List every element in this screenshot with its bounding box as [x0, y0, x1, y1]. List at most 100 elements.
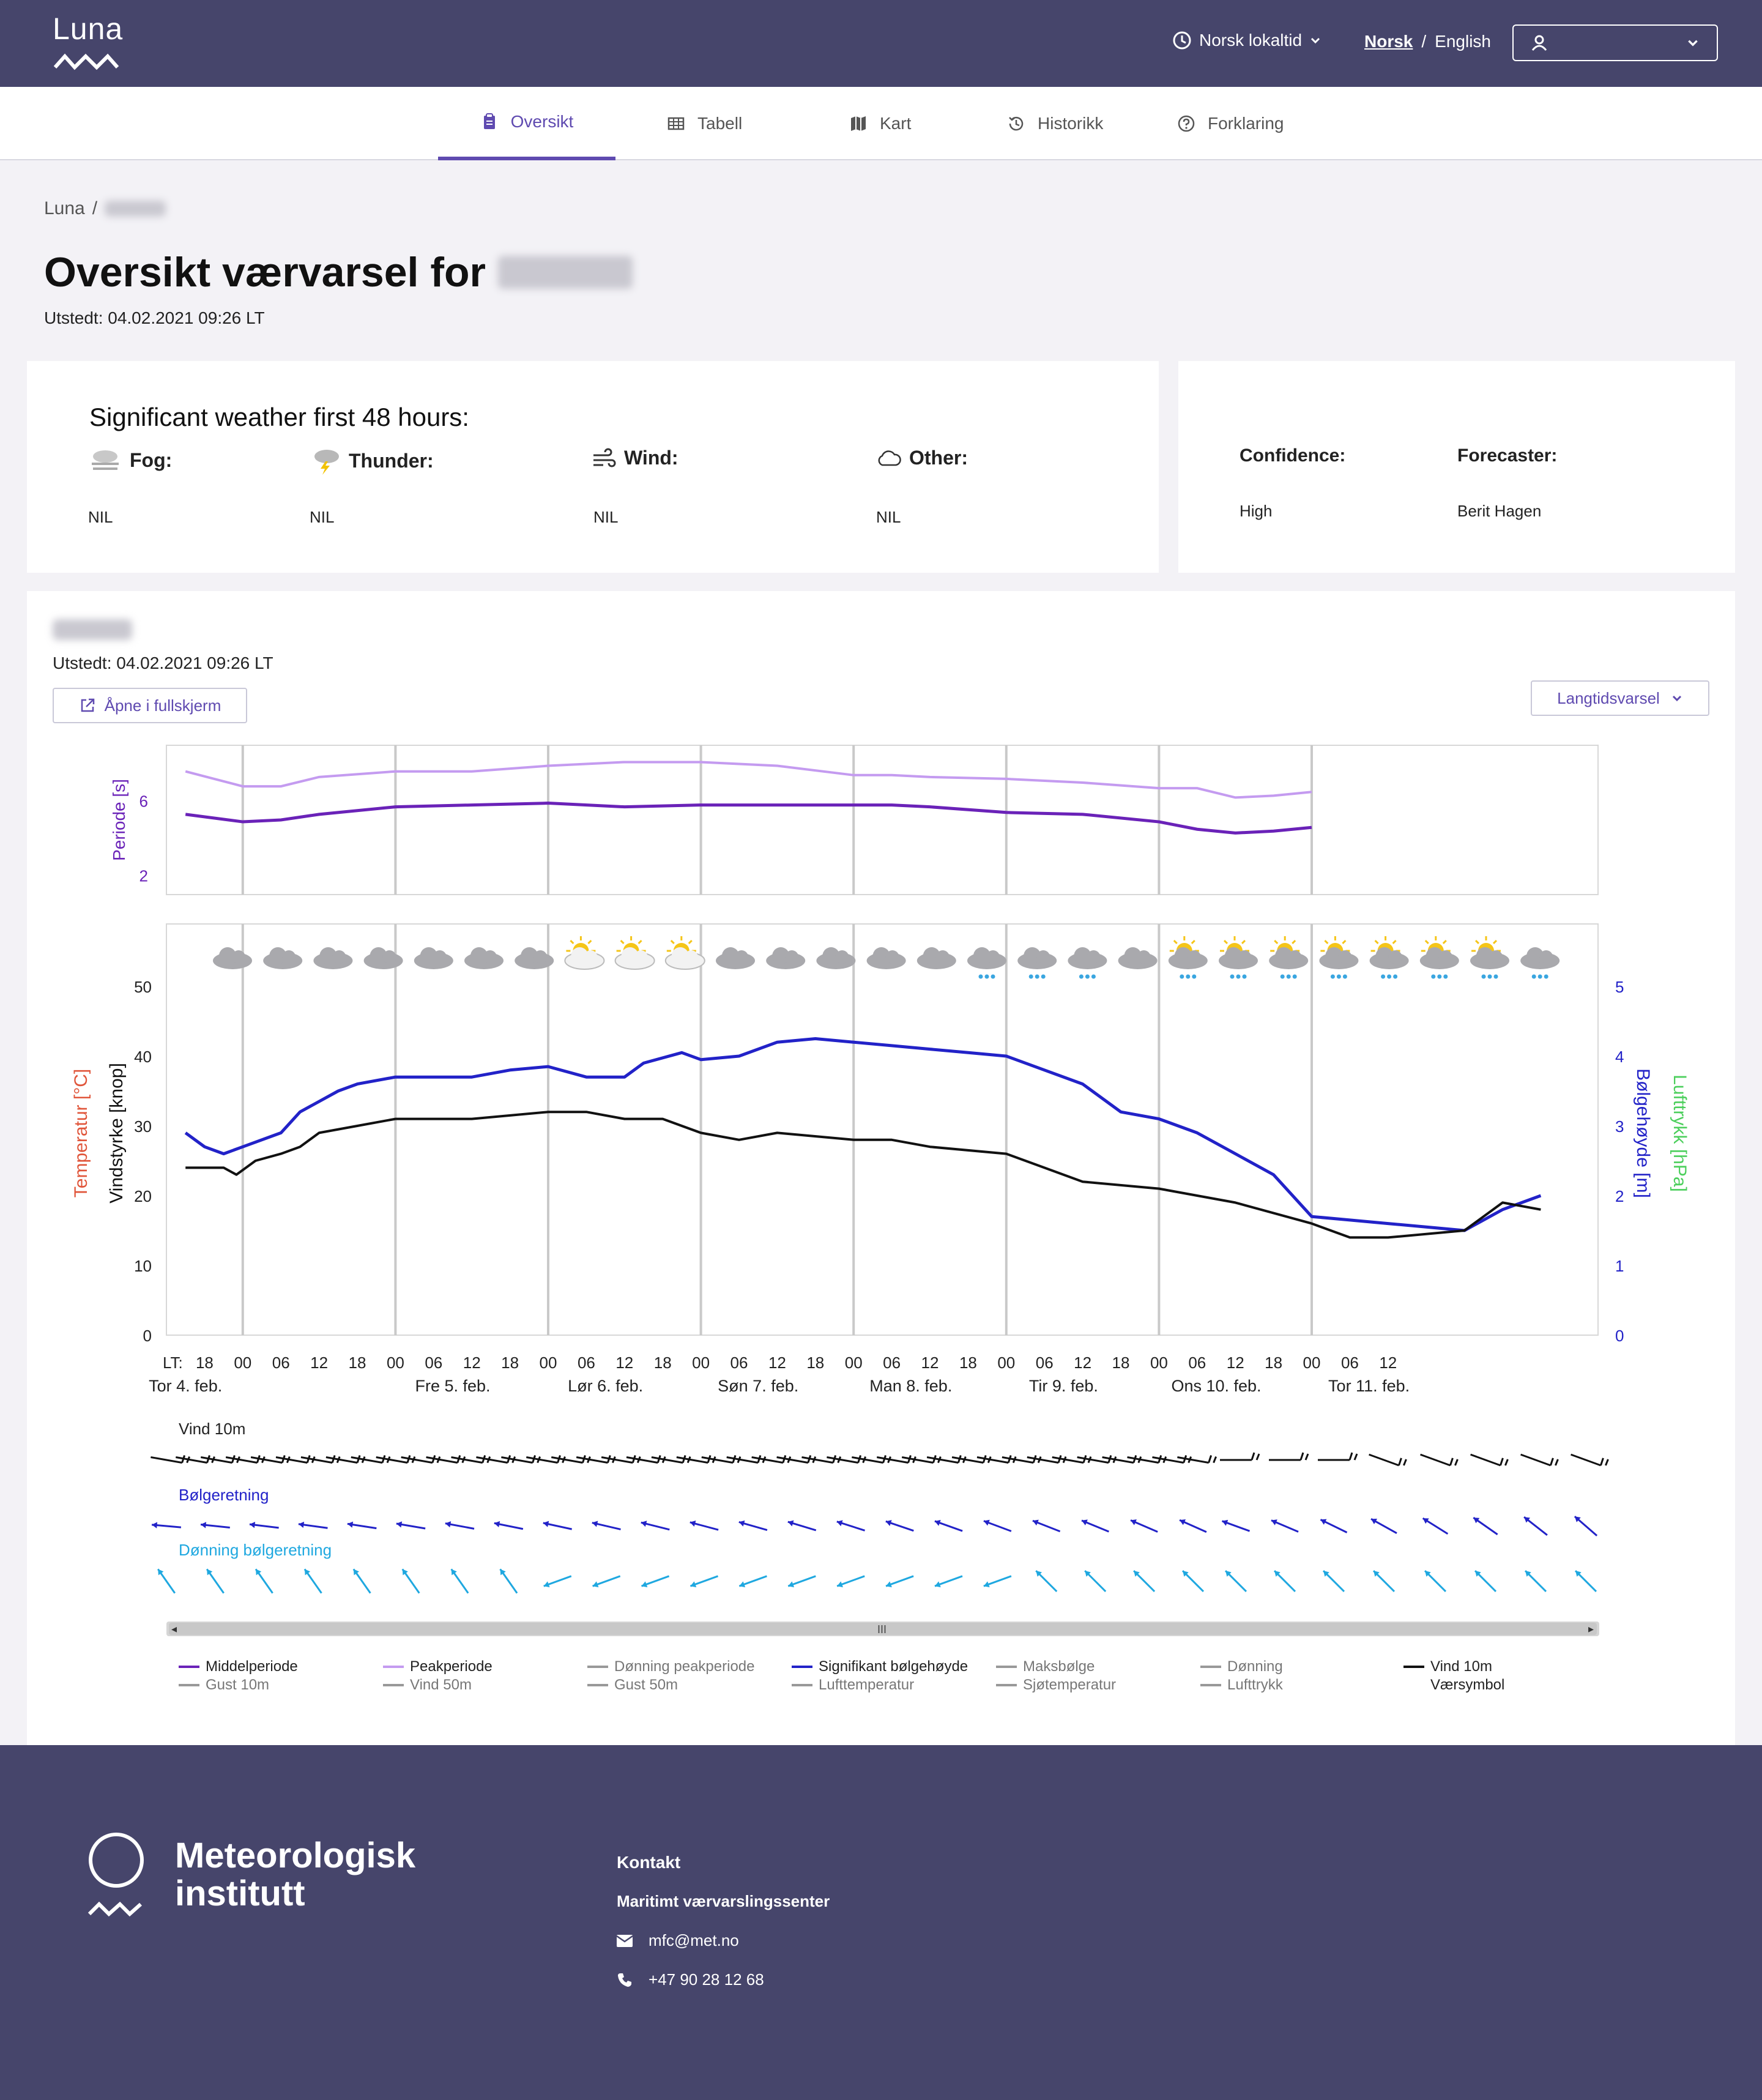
direction-arrow	[676, 1456, 708, 1464]
arrow-head	[1180, 1519, 1186, 1525]
arrow-head	[1425, 1571, 1431, 1577]
tab-tabell[interactable]: Tabell	[667, 87, 742, 160]
direction-arrow	[1420, 1453, 1451, 1467]
left-y-tick: 20	[134, 1187, 152, 1205]
fullscreen-label: Åpne i fullskjerm	[104, 696, 221, 715]
x-tick-label: 18	[959, 1353, 977, 1372]
legend-swatch	[792, 1666, 812, 1668]
direction-row	[151, 1516, 1598, 1536]
contact-email[interactable]: mfc@met.no	[649, 1931, 739, 1949]
tab-oversikt[interactable]: Oversikt	[438, 87, 615, 160]
wind-barb-flag	[1398, 1458, 1402, 1466]
arrow-head	[201, 1522, 207, 1528]
met-logo-icon	[87, 1833, 144, 1917]
thunder-item: Thunder:	[311, 447, 434, 475]
legend-item[interactable]: Værsymbol	[1403, 1677, 1504, 1694]
contact-phone[interactable]: +47 90 28 12 68	[649, 1970, 764, 1989]
breadcrumb-root[interactable]: Luna	[44, 198, 85, 218]
legend-item[interactable]: Vind 50m	[383, 1677, 472, 1694]
x-tick-label: 06	[578, 1353, 595, 1372]
arrow-head	[592, 1521, 598, 1527]
legend-item[interactable]: Lufttrykk	[1200, 1677, 1283, 1694]
legend-item[interactable]: Gust 50m	[587, 1677, 678, 1694]
forecast-range-select[interactable]: Langtidsvarsel	[1531, 680, 1709, 716]
direction-arrow	[801, 1456, 833, 1464]
lang-english[interactable]: English	[1435, 32, 1491, 51]
period-y-label: Periode [s]	[110, 779, 128, 861]
timezone-select[interactable]: Norsk lokaltid	[1172, 31, 1322, 50]
page-title: Oversikt værvarsel for	[44, 248, 633, 296]
legend-item[interactable]: Dønning	[1200, 1658, 1283, 1675]
fog-icon	[92, 450, 119, 470]
right-y-tick: 5	[1615, 978, 1624, 996]
legend-item[interactable]: Maksbølge	[996, 1658, 1095, 1675]
legend-item[interactable]: Lufttemperatur	[792, 1677, 914, 1694]
left-y-tick: 30	[134, 1117, 152, 1136]
scrollbar-handle[interactable]: III	[877, 1623, 887, 1636]
scrollbar-left-arrow[interactable]: ◂	[171, 1623, 177, 1635]
cloudy-icon	[363, 947, 403, 969]
right-y-tick: 2	[1615, 1187, 1624, 1205]
cloudy-icon	[213, 947, 252, 969]
temperature-axis-label: Temperatur [°C]	[71, 1069, 91, 1197]
direction-arrow	[601, 1456, 633, 1464]
direction-arrow	[852, 1456, 883, 1464]
arrow-head	[543, 1521, 549, 1527]
arrow-head	[1183, 1571, 1189, 1577]
lang-norsk[interactable]: Norsk	[1364, 32, 1413, 51]
x-tick-label: 12	[310, 1353, 328, 1372]
user-menu[interactable]	[1512, 24, 1718, 61]
direction-arrow	[176, 1456, 207, 1464]
direction-arrow	[1127, 1456, 1159, 1464]
footer: Meteorologisk institutt Kontakt Maritimt…	[0, 1745, 1762, 2100]
cloudy-rain-icon	[1017, 947, 1057, 979]
scrollbar-right-arrow[interactable]: ▸	[1588, 1623, 1594, 1635]
day-label: Ons 10. feb.	[1171, 1377, 1261, 1395]
fullscreen-button[interactable]: Åpne i fullskjerm	[53, 688, 247, 723]
legend-item[interactable]: Gust 10m	[179, 1677, 269, 1694]
arrow-head	[304, 1569, 311, 1576]
legend-item[interactable]: Dønning peakperiode	[587, 1658, 755, 1675]
legend-label: Signifikant bølgehøyde	[819, 1658, 968, 1675]
direction-row-label: Vind 10m	[179, 1420, 245, 1438]
legend-swatch	[1200, 1684, 1221, 1686]
x-tick-label: 12	[615, 1353, 633, 1372]
x-tick-label: 06	[1341, 1353, 1359, 1372]
other-item: Other:	[876, 447, 968, 469]
direction-arrow	[526, 1456, 558, 1464]
direction-arrow	[351, 1456, 383, 1464]
fog-item: Fog:	[88, 447, 172, 474]
forecaster-value: Berit Hagen	[1457, 502, 1542, 520]
tab-kart[interactable]: Kart	[849, 87, 911, 160]
other-value: NIL	[876, 508, 901, 526]
x-tick-label: 00	[1303, 1353, 1321, 1372]
right-y-tick: 1	[1615, 1257, 1624, 1275]
direction-arrow	[901, 1456, 934, 1464]
right-y-tick: 4	[1615, 1048, 1624, 1066]
luna-logo[interactable]: Luna	[53, 11, 123, 70]
tab-historikk[interactable]: Historikk	[1007, 87, 1103, 160]
scrollbar-thumb[interactable]	[169, 1623, 1597, 1635]
wind-barb-flag	[1208, 1455, 1213, 1463]
breadcrumb-location-redacted	[105, 201, 166, 217]
legend-item[interactable]: Vind 10m	[1403, 1658, 1492, 1675]
x-tick-label: 12	[1227, 1353, 1244, 1372]
x-tick-label: 06	[1188, 1353, 1206, 1372]
arrow-head	[396, 1521, 403, 1528]
partly-sunny-icon	[664, 936, 705, 970]
legend-item[interactable]: Sjøtemperatur	[996, 1677, 1116, 1694]
help-icon	[1178, 115, 1195, 132]
legend-item[interactable]: Middelperiode	[179, 1658, 298, 1675]
direction-arrow	[376, 1456, 408, 1464]
wind-barb-flag	[1251, 1452, 1255, 1461]
arrow-head	[934, 1581, 941, 1588]
arrow-head	[738, 1520, 745, 1527]
clock-icon	[1173, 31, 1191, 50]
legend-swatch	[1403, 1684, 1424, 1686]
legend-item[interactable]: Peakperiode	[383, 1658, 493, 1675]
legend-item[interactable]: Signifikant bølgehøyde	[792, 1658, 968, 1675]
direction-arrow	[576, 1456, 608, 1464]
direction-arrow	[651, 1456, 683, 1464]
tab-forklaring[interactable]: Forklaring	[1177, 87, 1284, 160]
